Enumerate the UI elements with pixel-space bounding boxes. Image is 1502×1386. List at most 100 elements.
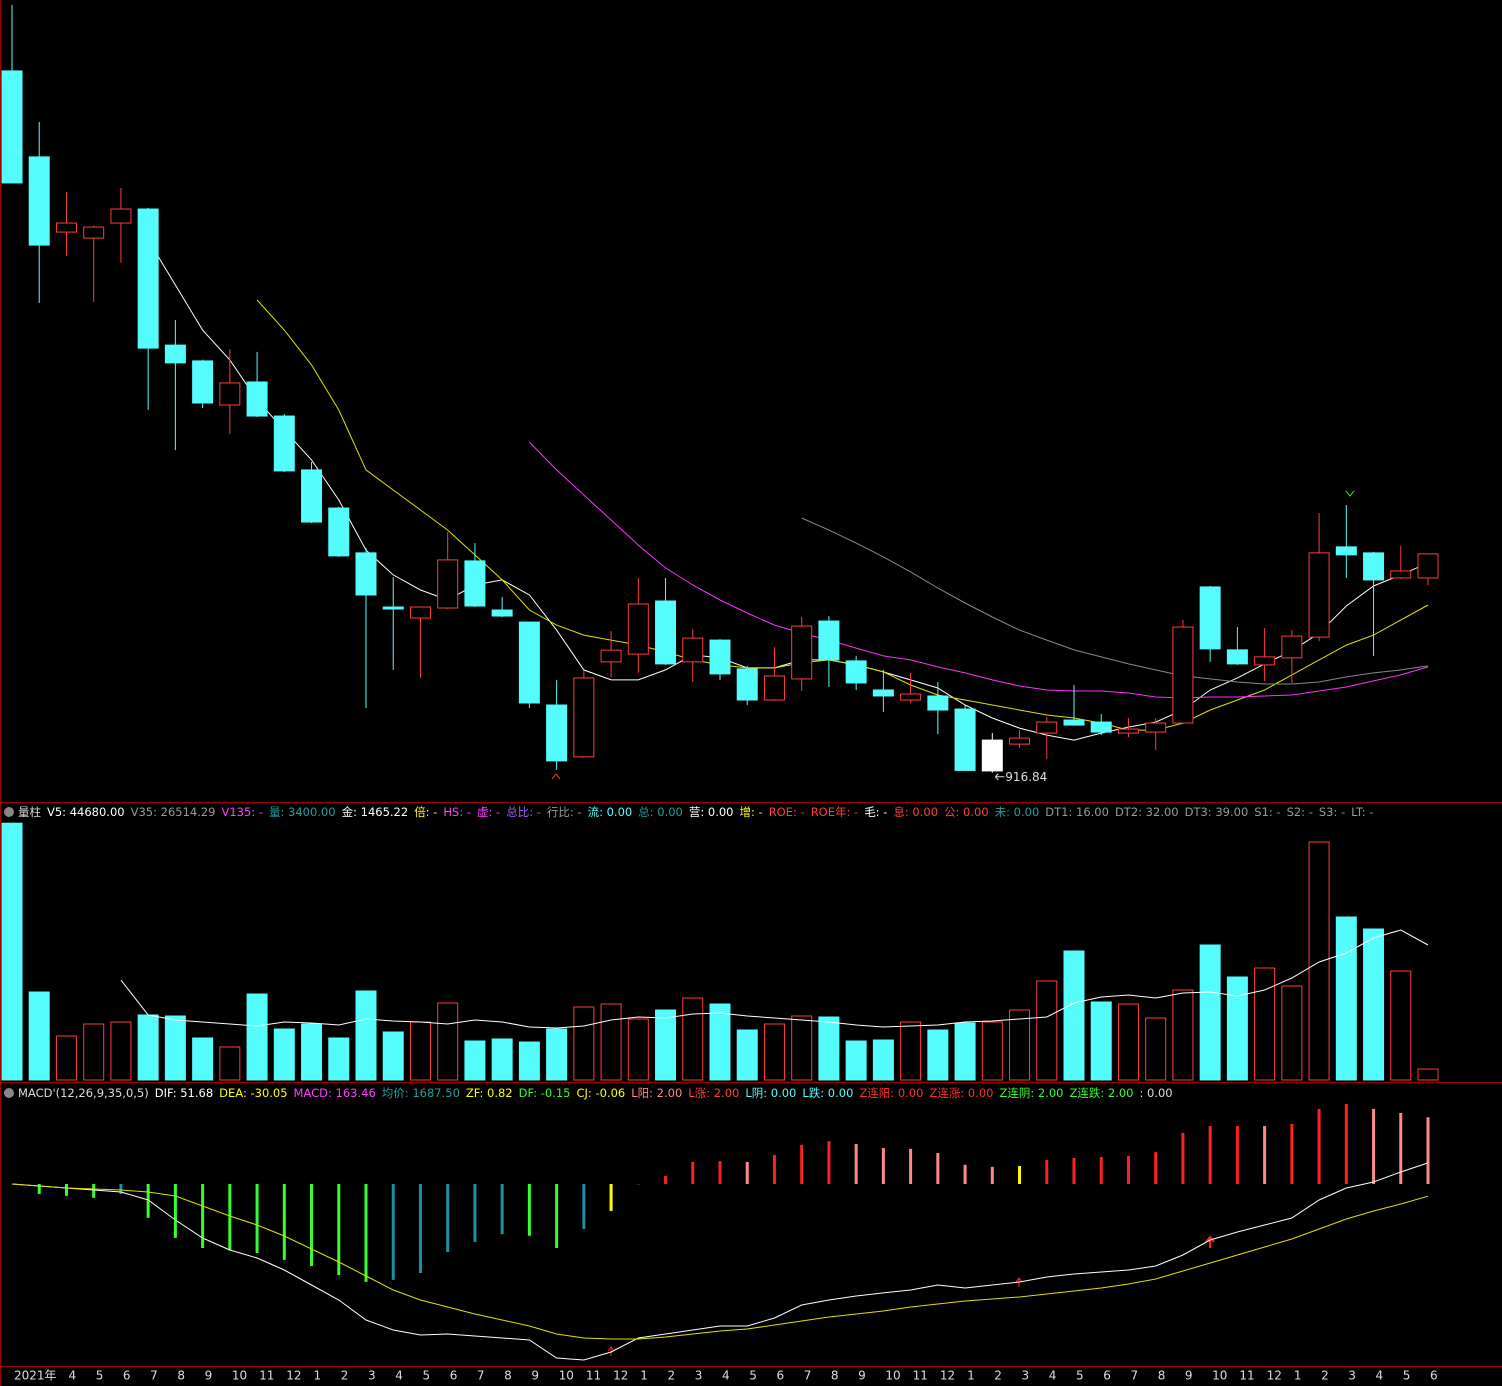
candle-body [600, 649, 622, 663]
candle-body [110, 208, 132, 224]
candle-body [83, 226, 105, 239]
x-tick-label: 12 [613, 1369, 628, 1383]
candle-body [927, 695, 949, 711]
candle-body [1363, 552, 1385, 581]
candle-body [1117, 728, 1139, 734]
volume-bar [954, 1022, 976, 1081]
x-tick-label: 7 [804, 1369, 812, 1383]
header-item: 虚: - [477, 805, 501, 819]
x-tick-label: 6 [776, 1369, 784, 1383]
volume-bar [1036, 980, 1058, 1081]
header-item: Z连阴: 2.00 [999, 1086, 1064, 1100]
x-tick-label: 3 [1348, 1369, 1356, 1383]
volume-bar [110, 1021, 132, 1081]
candle-body [1, 70, 23, 184]
line [11, 1183, 1429, 1340]
x-tick-label: 6 [1103, 1369, 1111, 1383]
volume-bar [1308, 841, 1330, 1081]
signal-marker [1205, 1235, 1215, 1248]
volume-bar [219, 1046, 241, 1081]
volume-bar [464, 1040, 486, 1081]
panel-icon [4, 1088, 14, 1098]
candle-body [1063, 719, 1085, 726]
candle-body [1009, 737, 1031, 745]
volume-bar [409, 1021, 431, 1081]
x-tick-label: 12 [940, 1369, 955, 1383]
header-item: DEA: -30.05 [219, 1086, 288, 1100]
volume-bar [627, 1018, 649, 1081]
header-item: V5: 44680.00 [47, 805, 125, 819]
volume-bar [437, 1002, 459, 1081]
x-tick-label: 9 [1185, 1369, 1193, 1383]
x-tick-label: 5 [96, 1369, 104, 1383]
x-tick-label: 10 [559, 1369, 574, 1383]
x-tick-label: 3 [695, 1369, 703, 1383]
candle-body [655, 600, 677, 665]
x-tick-label: 9 [531, 1369, 539, 1383]
line [801, 517, 1429, 685]
volume-bar [981, 1021, 1003, 1081]
volume-bar [1090, 1001, 1112, 1081]
candle-body [736, 668, 758, 701]
low-label: 916.84 [1005, 770, 1047, 784]
volume-bar [763, 1023, 785, 1081]
candle-body [627, 603, 649, 655]
x-tick-label: 7 [150, 1369, 158, 1383]
candle-body [1417, 553, 1439, 579]
candle-body [763, 675, 785, 701]
header-item: 金: 1465.22 [341, 805, 409, 819]
candle-body [573, 677, 595, 758]
volume-bar [164, 1015, 186, 1081]
volume-bar [600, 1003, 622, 1081]
volume-bar [682, 997, 704, 1081]
x-tick-label: 9 [858, 1369, 866, 1383]
header-item: 流: 0.00 [587, 805, 633, 819]
macd-header: MACD'(12,26,9,35,0,5) DIF: 51.68 DEA: -30.… [4, 1085, 1179, 1101]
candle-body [246, 381, 268, 417]
candle-body [1090, 721, 1112, 733]
candle-body [409, 606, 431, 619]
header-item: L阳: 2.00 [631, 1086, 683, 1100]
volume-bar [546, 1028, 568, 1081]
x-tick-label: 4 [722, 1369, 730, 1383]
x-tick-label: 2 [341, 1369, 349, 1383]
x-tick-label: 12 [286, 1369, 301, 1383]
x-tick-label: 6 [450, 1369, 458, 1383]
x-tick-label: 4 [1049, 1369, 1057, 1383]
x-tick-label: 2021年 [14, 1369, 57, 1383]
x-tick-label: 1 [640, 1369, 648, 1383]
volume-bar [1063, 950, 1085, 1081]
x-tick-label: 1 [1294, 1369, 1302, 1383]
signal-marker [1015, 1277, 1023, 1287]
volume-bar [246, 993, 268, 1081]
x-tick-label: 8 [831, 1369, 839, 1383]
header-item: DT3: 39.00 [1184, 805, 1249, 819]
volume-bar [83, 1023, 105, 1081]
candle-body [818, 620, 840, 661]
x-tick-label: 11 [913, 1369, 928, 1383]
volume-bar [55, 1035, 77, 1081]
x-tick-label: 1 [314, 1369, 322, 1383]
volume-bar [1254, 967, 1276, 1081]
volume-bar [818, 1016, 840, 1081]
x-tick-label: 11 [1239, 1369, 1254, 1383]
header-item: : 0.00 [1139, 1086, 1173, 1100]
candle-body [219, 382, 241, 406]
x-tick-label: 7 [1130, 1369, 1138, 1383]
x-tick-label: 10 [885, 1369, 900, 1383]
volume-bar [355, 990, 377, 1081]
volume-bar [1363, 928, 1385, 1081]
x-tick-label: 5 [1076, 1369, 1084, 1383]
header-item: V135: - [221, 805, 264, 819]
candle-body [437, 559, 459, 609]
header-item: 息: 0.00 [893, 805, 939, 819]
candle-body [164, 344, 186, 364]
candle-body [273, 415, 295, 472]
candle-body [55, 222, 77, 233]
candle-body [1254, 656, 1276, 666]
candle-body [1308, 552, 1330, 638]
candle-body [28, 156, 50, 246]
header-item: L跌: 0.00 [802, 1086, 854, 1100]
volume-bar [1145, 1017, 1167, 1081]
